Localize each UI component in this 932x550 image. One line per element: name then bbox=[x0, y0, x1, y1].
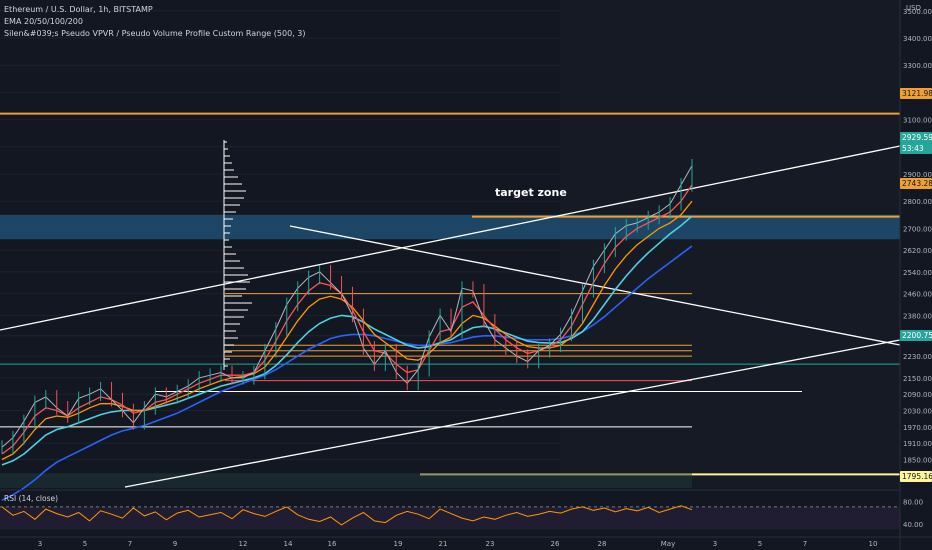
price-tag-2743: 2743.28 bbox=[900, 178, 932, 189]
y-tick-label: 3400.00 bbox=[903, 35, 932, 43]
y-tick-label: 2380.00 bbox=[903, 312, 932, 320]
rsi-band bbox=[0, 506, 900, 530]
horizontal-levels bbox=[0, 112, 900, 488]
y-tick-label: 1970.00 bbox=[903, 424, 932, 432]
volume-profile bbox=[223, 140, 252, 370]
y-tick-label: 2030.00 bbox=[903, 408, 932, 416]
rsi-label[interactable]: RSI (14, close) bbox=[4, 494, 59, 503]
rsi-tick-label: 40.00 bbox=[903, 521, 923, 529]
target-zone-band bbox=[0, 214, 900, 240]
rsi-pane: 80.00 40.00 bbox=[0, 489, 923, 530]
y-tick-label: 1910.00 bbox=[903, 440, 932, 448]
x-tick-label: 26 bbox=[551, 540, 560, 548]
x-tick-label: 3 bbox=[38, 540, 42, 548]
x-tick-label: 12 bbox=[239, 540, 248, 548]
y-tick-label: 2900.00 bbox=[903, 171, 932, 179]
currency-label: USD bbox=[906, 4, 921, 12]
rsi-line bbox=[1, 505, 693, 526]
price-tag-1795: 1795.16 bbox=[900, 471, 932, 482]
price-tag-3121: 3121.98 bbox=[900, 88, 932, 99]
y-tick-label: 2230.00 bbox=[903, 353, 932, 361]
ema-indicator-label[interactable]: EMA 20/50/100/200 bbox=[4, 17, 83, 26]
lower-zone bbox=[0, 473, 692, 488]
trendline bbox=[124, 339, 901, 488]
x-tick-label: 10 bbox=[869, 540, 878, 548]
target-zone bbox=[0, 214, 900, 240]
y-tick-label: 3300.00 bbox=[903, 62, 932, 70]
series-line-ema-20 bbox=[1, 184, 693, 455]
rsi-tick-label: 80.00 bbox=[903, 498, 923, 506]
x-tick-label: 5 bbox=[83, 540, 87, 548]
x-tick-label: 19 bbox=[394, 540, 403, 548]
y-tick-label: 2540.00 bbox=[903, 269, 932, 277]
price-tag-2200: 2200.75 bbox=[900, 330, 932, 341]
series-line-ema-100 bbox=[1, 215, 693, 466]
x-tick-label: 7 bbox=[803, 540, 807, 548]
x-tick-label: 16 bbox=[328, 540, 337, 548]
symbol-title: Ethereum / U.S. Dollar, 1h, BITSTAMP bbox=[4, 5, 153, 14]
trendline bbox=[0, 145, 901, 331]
price-axis: 3500.003400.003300.003200.003100.003000.… bbox=[899, 0, 932, 550]
series-line-ema-200 bbox=[1, 245, 693, 501]
series-line-price bbox=[1, 165, 693, 448]
countdown-tag: 53:43 bbox=[900, 143, 932, 154]
x-tick-label: 9 bbox=[173, 540, 177, 548]
x-tick-label: 3 bbox=[713, 540, 717, 548]
y-tick-label: 3500.00 bbox=[903, 8, 932, 16]
y-tick-label: 3100.00 bbox=[903, 117, 932, 125]
y-tick-label: 2620.00 bbox=[903, 247, 932, 255]
y-tick-label: 2460.00 bbox=[903, 291, 932, 299]
target-zone-annotation: target zone bbox=[495, 186, 567, 199]
y-tick-label: 2150.00 bbox=[903, 375, 932, 383]
vpvr-indicator-label[interactable]: Silen&#039;s Pseudo VPVR / Pseudo Volume… bbox=[4, 29, 306, 38]
x-tick-label: 14 bbox=[284, 540, 293, 548]
y-tick-label: 2800.00 bbox=[903, 198, 932, 206]
last-price-tag: 2929.59 bbox=[900, 132, 932, 143]
y-tick-label: 2700.00 bbox=[903, 225, 932, 233]
chart-grid bbox=[0, 0, 900, 488]
trendlines bbox=[0, 145, 901, 488]
y-tick-label: 1850.00 bbox=[903, 456, 932, 464]
x-tick-label: 21 bbox=[439, 540, 448, 548]
x-tick-label: May bbox=[661, 540, 675, 548]
future-region bbox=[560, 0, 900, 488]
time-axis: 3 5 7 9 12 14 16 19 21 23 26 28 May 3 5 7 10 bbox=[0, 536, 932, 548]
x-tick-label: 23 bbox=[486, 540, 495, 548]
x-tick-label: 28 bbox=[598, 540, 607, 548]
y-tick-label: 2090.00 bbox=[903, 391, 932, 399]
price-series bbox=[1, 159, 693, 501]
trendline bbox=[289, 225, 901, 346]
x-tick-label: 7 bbox=[128, 540, 132, 548]
x-tick-label: 5 bbox=[758, 540, 762, 548]
